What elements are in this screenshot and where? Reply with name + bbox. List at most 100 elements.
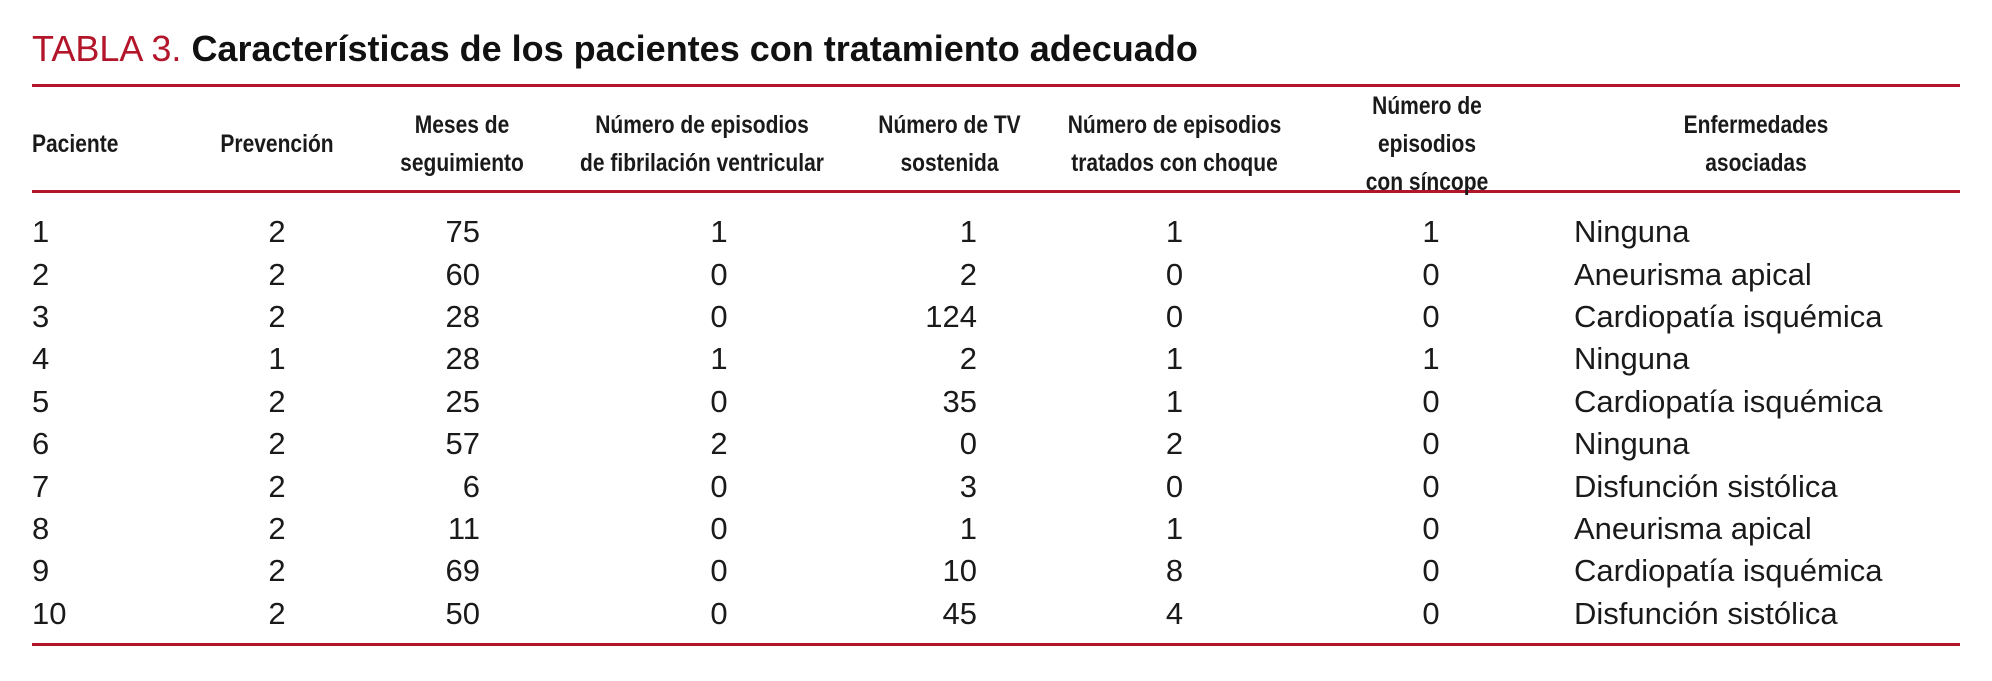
cell-followup-months: 50 [445, 595, 480, 631]
table-header: Paciente Prevención Meses de seguimiento… [32, 87, 1960, 201]
cell-diseases: Ninguna [1574, 214, 1690, 250]
cell-patient: 10 [32, 595, 67, 631]
table-body: 1 2 75 1 1 1 1 Ninguna 2 2 60 0 2 0 0 Aneurisma apical 3… [32, 201, 1960, 635]
cell-shock-episodes: 0 [1165, 468, 1184, 504]
cell-prevention: 1 [268, 341, 286, 377]
cell-sustained-vt: 1 [959, 214, 977, 250]
cell-prevention: 2 [268, 256, 286, 292]
top-rule [32, 84, 1960, 87]
cell-shock-episodes: 1 [1165, 214, 1184, 250]
cell-sustained-vt: 45 [942, 595, 977, 631]
cell-shock-episodes: 1 [1165, 341, 1184, 377]
cell-vf-episodes: 0 [710, 256, 728, 292]
table-row: 5 2 25 0 35 1 0 Cardiopatía isquémica [32, 381, 1960, 423]
cell-followup-months: 6 [462, 468, 480, 504]
cell-diseases: Ninguna [1574, 426, 1690, 462]
cell-shock-episodes: 0 [1165, 256, 1184, 292]
cell-prevention: 2 [268, 510, 286, 546]
cell-patient: 6 [32, 426, 50, 462]
cell-syncope-episodes: 0 [1422, 510, 1440, 546]
cell-sustained-vt: 0 [959, 426, 977, 462]
table-row: 2 2 60 0 2 0 0 Aneurisma apical [32, 253, 1960, 295]
cell-diseases: Cardiopatía isquémica [1574, 383, 1883, 419]
cell-vf-episodes: 2 [710, 426, 728, 462]
cell-vf-episodes: 1 [710, 341, 728, 377]
header-cell-diseases: Enfermedades asociadas [1683, 111, 1829, 177]
cell-followup-months: 69 [445, 553, 480, 589]
header-cell-followup-months: Meses de seguimiento [400, 111, 524, 177]
cell-vf-episodes: 0 [710, 595, 728, 631]
header-cell-vf-episodes: Número de episodios de fibrilación ventr… [580, 111, 824, 177]
spacer-row [32, 201, 1960, 211]
cell-followup-months: 60 [445, 256, 480, 292]
cell-sustained-vt: 3 [959, 468, 977, 504]
cell-followup-months: 57 [445, 426, 480, 462]
cell-diseases: Aneurisma apical [1574, 510, 1812, 546]
cell-patient: 2 [32, 256, 50, 292]
header-cell-shock-episodes: Número de episodios tratados con choque [1067, 111, 1282, 177]
cell-diseases: Ninguna [1574, 341, 1690, 377]
cell-followup-months: 28 [445, 341, 480, 377]
cell-patient: 8 [32, 510, 50, 546]
patients-table: Paciente Prevención Meses de seguimiento… [32, 87, 1960, 635]
header-cell-prevention: Prevención [220, 130, 334, 158]
cell-prevention: 2 [268, 426, 286, 462]
cell-syncope-episodes: 0 [1422, 426, 1440, 462]
header-cell-syncope-episodes: Número de episodios con síncope [1365, 92, 1489, 196]
table-row: 4 1 28 1 2 1 1 Ninguna [32, 338, 1960, 380]
cell-prevention: 2 [268, 595, 286, 631]
cell-shock-episodes: 0 [1165, 298, 1184, 334]
table-row: 3 2 28 0 124 0 0 Cardiopatía isquémica [32, 296, 1960, 338]
cell-diseases: Aneurisma apical [1574, 256, 1812, 292]
table-row: 1 2 75 1 1 1 1 Ninguna [32, 211, 1960, 253]
cell-patient: 9 [32, 553, 50, 589]
table-row: 9 2 69 0 10 8 0 Cardiopatía isquémica [32, 550, 1960, 592]
cell-diseases: Cardiopatía isquémica [1574, 298, 1883, 334]
cell-patient: 5 [32, 383, 50, 419]
cell-vf-episodes: 0 [710, 510, 728, 546]
cell-vf-episodes: 0 [710, 468, 728, 504]
cell-vf-episodes: 0 [710, 383, 728, 419]
cell-diseases: Cardiopatía isquémica [1574, 553, 1883, 589]
cell-diseases: Disfunción sistólica [1574, 468, 1838, 504]
spacer-cell [32, 201, 1960, 211]
cell-diseases: Disfunción sistólica [1574, 595, 1838, 631]
cell-shock-episodes: 1 [1165, 510, 1184, 546]
cell-shock-episodes: 1 [1165, 383, 1184, 419]
cell-syncope-episodes: 0 [1422, 553, 1440, 589]
cell-patient: 1 [32, 214, 50, 250]
table-row: 6 2 57 2 0 2 0 Ninguna [32, 423, 1960, 465]
cell-syncope-episodes: 0 [1422, 595, 1440, 631]
cell-sustained-vt: 2 [959, 341, 977, 377]
cell-followup-months: 75 [445, 214, 480, 250]
cell-syncope-episodes: 0 [1422, 383, 1440, 419]
header-cell-patient: Paciente [32, 130, 119, 158]
cell-syncope-episodes: 1 [1422, 341, 1440, 377]
cell-sustained-vt: 1 [959, 510, 977, 546]
header-row: Paciente Prevención Meses de seguimiento… [32, 87, 1960, 201]
cell-sustained-vt: 2 [959, 256, 977, 292]
cell-sustained-vt: 35 [942, 383, 977, 419]
table-row: 10 2 50 0 45 4 0 Disfunción sistólica [32, 593, 1960, 635]
cell-prevention: 2 [268, 383, 286, 419]
cell-syncope-episodes: 0 [1422, 256, 1440, 292]
cell-syncope-episodes: 1 [1422, 214, 1440, 250]
table-number-label: TABLA 3. [32, 28, 182, 69]
bottom-rule [32, 643, 1960, 646]
cell-patient: 3 [32, 298, 50, 334]
cell-sustained-vt: 124 [925, 298, 977, 334]
cell-prevention: 2 [268, 468, 286, 504]
cell-followup-months: 11 [447, 510, 480, 546]
table-row: 8 2 11 0 1 1 0 Aneurisma apical [32, 508, 1960, 550]
cell-followup-months: 25 [445, 383, 480, 419]
cell-vf-episodes: 0 [710, 298, 728, 334]
cell-patient: 4 [32, 341, 50, 377]
cell-prevention: 2 [268, 214, 286, 250]
cell-shock-episodes: 4 [1165, 595, 1184, 631]
header-rule [32, 190, 1960, 193]
cell-vf-episodes: 0 [710, 553, 728, 589]
cell-sustained-vt: 10 [942, 553, 977, 589]
cell-syncope-episodes: 0 [1422, 468, 1440, 504]
cell-shock-episodes: 2 [1165, 426, 1184, 462]
table-title: TABLA 3. Características de los paciente… [32, 28, 1198, 70]
